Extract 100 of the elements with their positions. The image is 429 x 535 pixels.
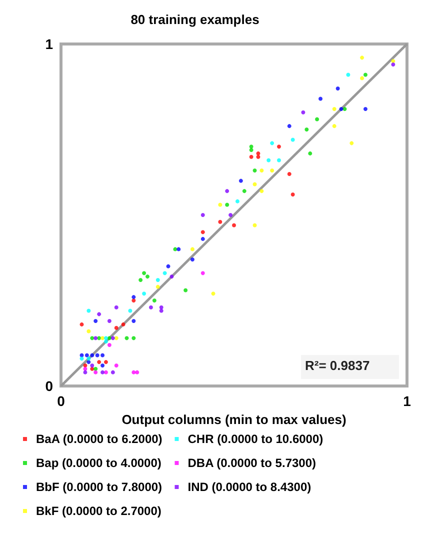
point	[363, 106, 368, 111]
point	[211, 292, 216, 296]
point	[346, 72, 350, 77]
point	[200, 236, 205, 241]
point	[287, 124, 292, 128]
point	[225, 189, 230, 194]
point	[301, 110, 306, 114]
point	[218, 220, 222, 224]
point	[318, 96, 322, 101]
point	[342, 106, 347, 111]
point	[391, 59, 396, 64]
point	[80, 356, 84, 361]
point	[84, 353, 89, 358]
point	[332, 124, 336, 128]
point	[256, 151, 260, 156]
legend-label: CHR (0.0000 to 10.6000)	[188, 432, 324, 446]
point	[97, 312, 102, 316]
point	[304, 128, 309, 132]
point	[100, 353, 105, 358]
point	[170, 274, 174, 279]
point	[94, 370, 98, 374]
point	[94, 319, 98, 324]
point	[184, 288, 188, 292]
point	[270, 141, 274, 146]
legend-label: BbF (0.0000 to 7.8000)	[36, 480, 162, 494]
point	[132, 336, 136, 340]
point	[100, 370, 105, 374]
point	[276, 158, 281, 162]
point	[249, 154, 254, 159]
point	[156, 284, 160, 289]
point	[104, 340, 108, 344]
legend-label: BaA (0.0000 to 6.2000)	[36, 432, 162, 446]
point	[252, 168, 257, 173]
point	[156, 278, 160, 282]
point	[225, 202, 230, 207]
point	[176, 247, 181, 252]
point	[190, 247, 194, 252]
point	[200, 271, 205, 276]
point	[159, 305, 164, 310]
point	[391, 62, 396, 67]
point	[363, 72, 368, 77]
point	[287, 172, 292, 176]
point	[138, 278, 143, 282]
point	[90, 353, 94, 358]
point	[252, 182, 257, 186]
point	[350, 141, 354, 146]
point	[260, 189, 264, 194]
point	[90, 363, 94, 368]
point	[249, 144, 254, 149]
legend-label: DBA (0.0000 to 5.7300)	[188, 456, 316, 470]
point	[94, 366, 98, 371]
point	[90, 336, 94, 340]
chart-title: 80 training examples	[130, 12, 260, 27]
legend-label: Bap (0.0000 to 4.0000)	[36, 456, 162, 470]
point	[339, 106, 344, 111]
point	[80, 322, 84, 326]
point	[290, 138, 295, 142]
point	[86, 356, 91, 361]
point	[190, 257, 194, 262]
point	[121, 322, 126, 326]
point	[100, 363, 105, 368]
point	[97, 360, 102, 364]
point	[94, 336, 98, 340]
point	[114, 305, 118, 310]
point	[110, 336, 115, 340]
point	[148, 305, 153, 310]
point	[173, 247, 178, 252]
point	[218, 202, 222, 207]
point	[200, 230, 205, 234]
point	[124, 336, 129, 340]
point	[162, 271, 167, 276]
point	[159, 308, 164, 313]
point	[235, 199, 240, 204]
point	[132, 298, 136, 302]
point	[360, 76, 364, 80]
point	[232, 223, 236, 228]
annotation: R²= 0.9837	[305, 358, 370, 373]
point	[83, 370, 88, 374]
point	[107, 342, 112, 347]
point	[228, 213, 233, 217]
point	[142, 292, 146, 296]
point	[83, 366, 88, 371]
point	[249, 148, 254, 152]
point	[242, 189, 246, 194]
point	[104, 360, 108, 364]
point	[166, 264, 170, 268]
point	[114, 363, 118, 368]
point	[114, 326, 118, 330]
point	[276, 144, 281, 149]
point	[95, 353, 100, 358]
point	[100, 336, 105, 340]
point	[315, 117, 320, 122]
point	[86, 308, 91, 313]
point	[107, 319, 112, 324]
point	[86, 360, 91, 364]
point	[270, 168, 274, 173]
point	[200, 213, 205, 217]
point	[260, 168, 264, 173]
point	[104, 370, 108, 374]
point	[336, 86, 340, 90]
